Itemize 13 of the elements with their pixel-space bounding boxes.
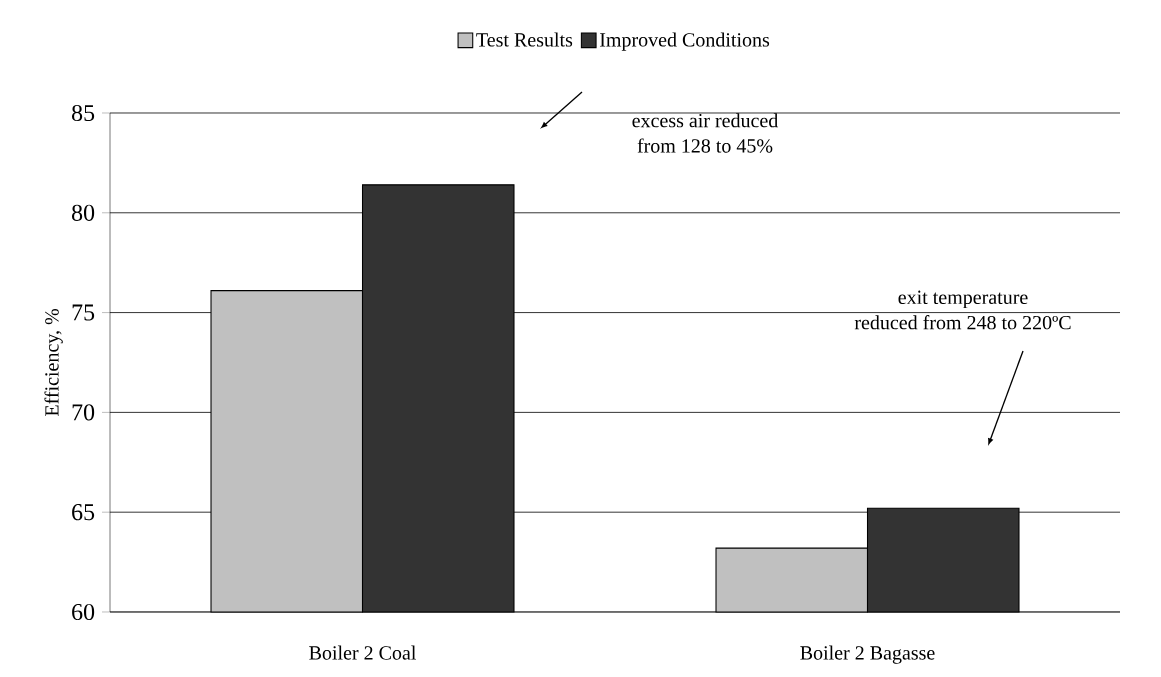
legend-label: Improved Conditions — [599, 32, 770, 51]
x-tick-label: Boiler 2 Bagasse — [800, 645, 935, 664]
y-tick-label: 65 — [72, 504, 95, 521]
y-tick-label: 85 — [71, 104, 95, 122]
x-tick-label: Boiler 2 Coal — [309, 645, 416, 660]
y-tick-label: 80 — [71, 204, 95, 221]
y-tick-label: 70 — [72, 404, 95, 421]
y-tick-label: 75 — [72, 304, 95, 321]
y-axis-title: Efficiency, % — [44, 309, 63, 417]
annotation: excess air reduced from 128 to 45% — [632, 113, 779, 153]
annotation: exit temperature reduced from 248 to 220ºC — [854, 290, 1071, 330]
y-tick-label: 60 — [72, 603, 95, 621]
legend-label: Test Results — [476, 32, 573, 47]
